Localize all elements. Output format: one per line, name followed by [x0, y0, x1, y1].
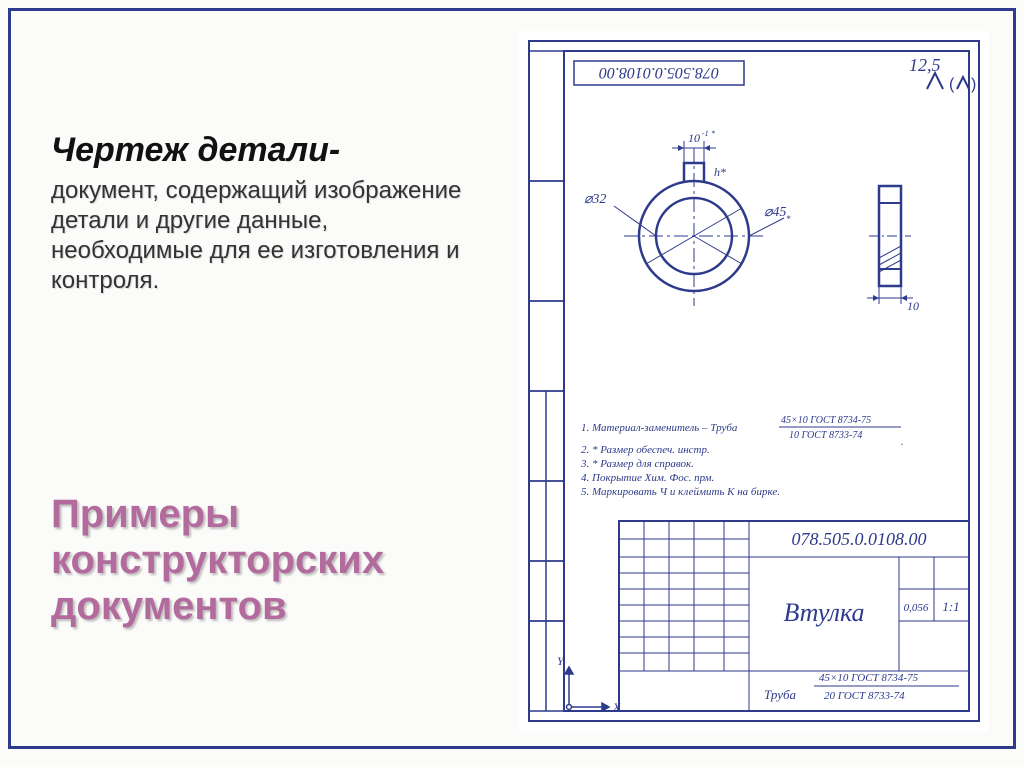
scale-value: 1:1	[942, 599, 959, 614]
note-line: 5. Маркировать Ч и клеймить К на бирке.	[581, 486, 780, 498]
svg-text:*: *	[786, 214, 791, 224]
heading: Чертеж детали-	[51, 131, 481, 170]
note-line: 1. Материал-заменитель – Труба	[581, 422, 738, 434]
surface-finish-value: 12,5	[909, 55, 941, 75]
text-panel: Чертеж детали- документ, содержащий изоб…	[51, 131, 481, 296]
part-number: 078.505.0.0108.00	[792, 529, 927, 549]
mass-value: 0,056	[904, 602, 929, 614]
svg-text:h*: h*	[714, 165, 726, 179]
material-top: 45×10 ГОСТ 8734-75	[819, 672, 919, 684]
material-bot: 20 ГОСТ 8733-74	[824, 690, 905, 702]
title-line: Примеры	[51, 491, 531, 537]
svg-text:.: .	[901, 437, 904, 448]
note-line: 3. * Размер для справок.	[580, 458, 694, 470]
rotated-part-code: 078.505.0.0108.00	[599, 64, 719, 81]
dim-phi45: ⌀45	[764, 205, 786, 220]
part-name: Втулка	[783, 598, 864, 627]
title-line: конструкторских	[51, 537, 531, 583]
svg-text:*: *	[711, 129, 715, 138]
note1-frac-bot: 10 ГОСТ 8733-74	[789, 430, 862, 441]
note-line: 4. Покрытие Хим. Фос. прм.	[581, 472, 714, 484]
dim-top: 10	[688, 131, 700, 145]
technical-drawing: 078.505.0.0108.00 12,5 ( )	[519, 31, 989, 731]
svg-text:): )	[971, 76, 976, 93]
svg-text:(: (	[949, 76, 955, 93]
dim-phi32: ⌀32	[584, 192, 606, 207]
drawing-svg: 078.505.0.0108.00 12,5 ( )	[519, 31, 989, 731]
note1-frac-top: 45×10 ГОСТ 8734-75	[781, 415, 871, 426]
note-line: 2. * Размер обеспеч. инстр.	[581, 444, 710, 456]
title-line: документов	[51, 583, 531, 629]
dim-side: 10	[907, 299, 919, 313]
dim-top-exp: -1	[702, 129, 709, 138]
slide-frame: Чертеж детали- документ, содержащий изоб…	[8, 8, 1016, 749]
material-label: Труба	[764, 687, 797, 702]
slide-title: Примеры конструкторских документов	[51, 491, 531, 629]
description: документ, содержащий изображение детали …	[51, 176, 481, 296]
